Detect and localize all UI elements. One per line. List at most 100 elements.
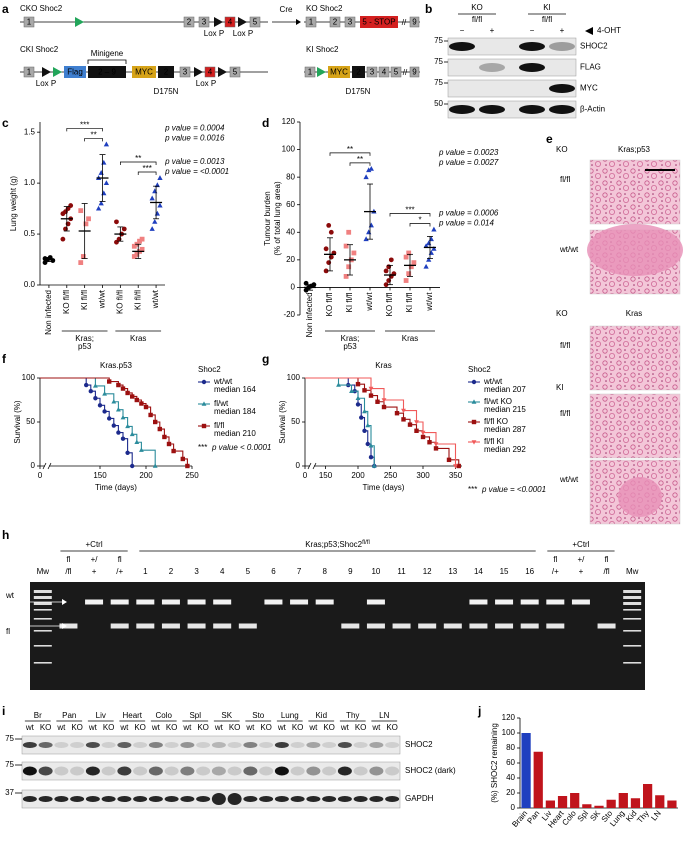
blot-band — [353, 742, 368, 748]
y-tick-label: 100 — [502, 728, 516, 737]
bar — [570, 793, 580, 808]
exon — [229, 66, 241, 78]
label: KO — [386, 723, 398, 732]
y-tick-label: 1.5 — [24, 127, 36, 136]
y-tick-label: 60 — [506, 758, 515, 767]
blot-band — [243, 766, 258, 776]
blot-band — [259, 766, 274, 776]
blot-band — [133, 796, 148, 802]
blot-band — [164, 766, 179, 776]
legend-label: fl/fl — [214, 421, 224, 430]
significance: ** — [135, 154, 141, 163]
blot-band — [54, 796, 69, 802]
gel-band — [161, 599, 180, 605]
cassette-label: Flag — [67, 68, 83, 77]
marker — [102, 391, 108, 396]
marker — [115, 407, 121, 412]
marker — [323, 268, 329, 274]
mw-label: 75 — [434, 36, 443, 45]
p-value: p value = <0.0001 — [481, 485, 546, 494]
allele-name: CKI Shoc2 — [20, 45, 59, 54]
ladder-band — [33, 645, 52, 647]
gel-band — [366, 599, 385, 605]
p-value: p value = 0.014 — [438, 219, 494, 228]
marker — [138, 447, 144, 452]
panel-label: c — [2, 116, 9, 130]
label: KO — [323, 723, 335, 732]
blot-strip — [21, 789, 401, 809]
x-tick-label: 200 — [351, 471, 365, 480]
legend-marker — [201, 401, 207, 406]
legend-label: median 292 — [484, 445, 526, 454]
marker — [423, 243, 429, 248]
blot-band — [322, 796, 337, 802]
gel-band — [85, 599, 104, 605]
label: fl/fl — [560, 409, 570, 418]
survival-curve — [40, 377, 156, 466]
label: KI — [543, 3, 551, 12]
allele-name: KO Shoc2 — [306, 4, 343, 13]
label: +/ — [577, 555, 585, 564]
marker — [103, 141, 110, 147]
label: 9 — [348, 567, 353, 576]
cassette-label: 2 — [356, 68, 361, 77]
exon-label: 2 — [333, 18, 338, 27]
label: wt — [151, 723, 161, 732]
blot-band — [306, 796, 321, 802]
marker — [355, 402, 361, 407]
legend-marker — [471, 379, 477, 385]
y-tick-label: 20 — [286, 255, 295, 264]
marker — [121, 226, 127, 232]
label: KI — [556, 383, 564, 392]
blot-band — [22, 796, 37, 802]
blot-band — [54, 742, 69, 748]
cassette-label: 2 — [164, 68, 169, 77]
gel-band — [187, 599, 206, 605]
blot-strip — [447, 37, 577, 56]
superscript: fl/fl — [362, 540, 370, 546]
significance: * — [418, 216, 421, 225]
bracket — [66, 128, 103, 132]
blot-band — [385, 796, 400, 802]
label: Mw — [37, 567, 50, 576]
marker — [139, 246, 145, 252]
label: KO — [197, 723, 209, 732]
arrow-head — [296, 19, 301, 25]
mw-label: 37 — [5, 788, 14, 797]
y-tick-label: 80 — [286, 172, 295, 181]
marker — [101, 190, 107, 196]
label: /+ — [116, 567, 123, 576]
legend-label: median 184 — [214, 407, 256, 416]
y-tick-label: 0 — [291, 283, 296, 292]
arrow-head — [585, 27, 593, 35]
marker — [84, 382, 89, 388]
arrow-head — [62, 599, 67, 605]
blot-band — [549, 84, 575, 93]
p-value: p value = 0.0004 — [164, 124, 225, 133]
marker — [143, 404, 149, 410]
exon-label: 5 — [394, 68, 399, 77]
label: /fl — [65, 567, 71, 576]
exon-label: 1 — [309, 18, 314, 27]
marker — [180, 456, 185, 462]
exon — [344, 16, 356, 28]
gel-band — [597, 623, 616, 629]
label: KO — [556, 309, 568, 318]
exon — [204, 66, 216, 78]
label: 10 — [371, 567, 380, 576]
bar — [545, 800, 556, 808]
exon-label: 3 — [348, 18, 353, 27]
panel-label: d — [262, 116, 269, 130]
label: + — [92, 567, 97, 576]
marker — [375, 399, 380, 404]
label: fl — [605, 555, 609, 564]
marker — [152, 218, 158, 224]
label: 15 — [500, 567, 509, 576]
label: wt — [340, 723, 350, 732]
marker — [125, 423, 131, 429]
legend-label: wt/wt — [213, 377, 233, 386]
panel-label: j — [477, 704, 481, 718]
gel-band — [161, 623, 180, 629]
